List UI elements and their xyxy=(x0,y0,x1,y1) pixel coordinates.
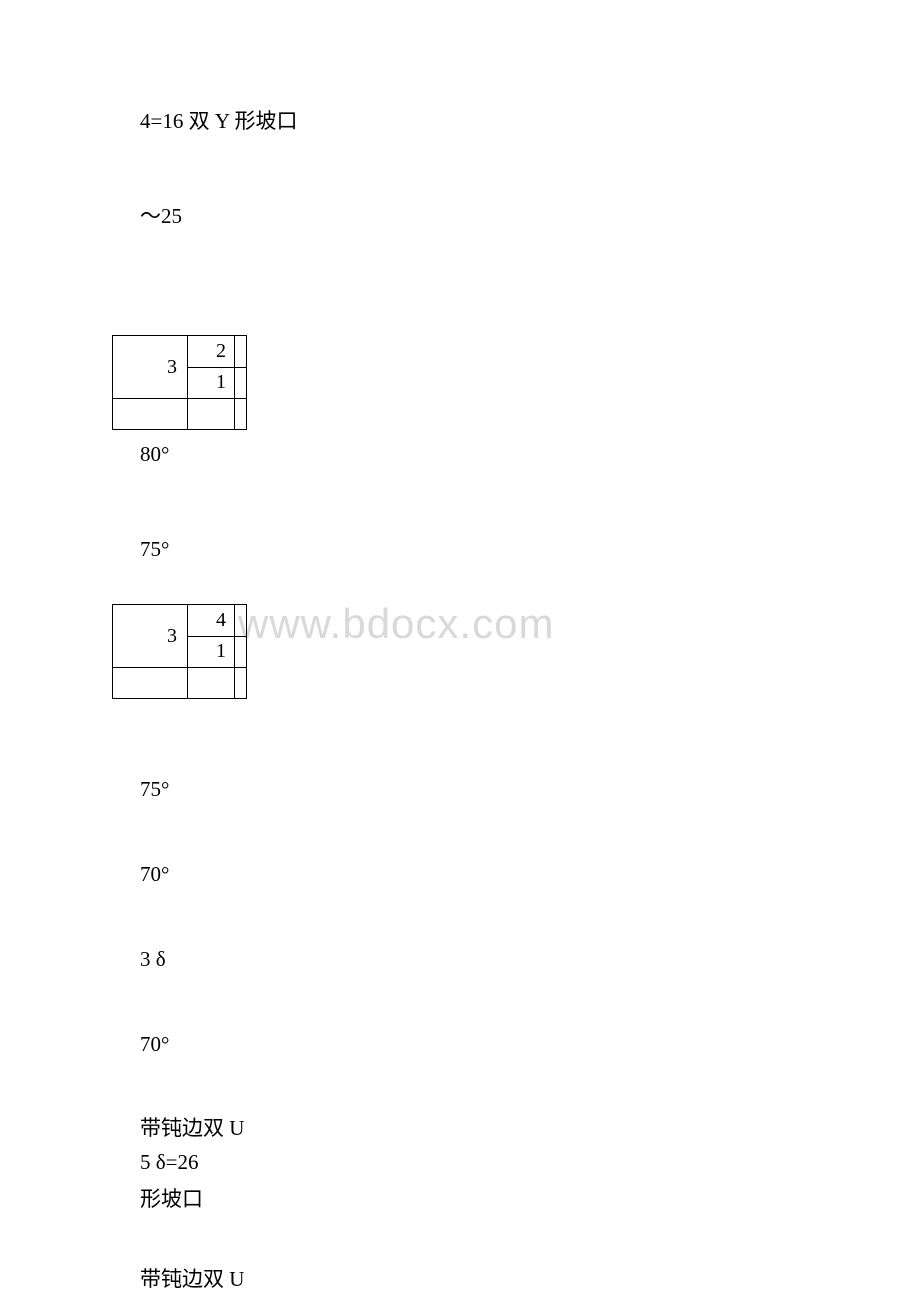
table-cell-empty xyxy=(113,668,188,699)
table-1: 3 2 1 xyxy=(112,335,247,430)
table-cell-empty xyxy=(235,399,247,430)
text-line-3delta: 3 δ xyxy=(140,947,920,972)
text-line-80: 80° xyxy=(140,442,920,467)
table-row xyxy=(113,399,247,430)
document-content: 4=16 双 Y 形坡口 ～25 3 2 1 80° 75° 3 4 1 xyxy=(140,105,920,1293)
table-cell-thin xyxy=(235,605,247,637)
text-line-1: 4=16 双 Y 形坡口 xyxy=(140,105,920,135)
table-cell-empty xyxy=(235,668,247,699)
table-cell-merged: 3 xyxy=(113,336,188,399)
table-row xyxy=(113,668,247,699)
table-cell-bottom: 1 xyxy=(188,636,235,668)
table-cell-top: 4 xyxy=(188,605,235,637)
table-cell-thin xyxy=(235,336,247,368)
text-line-u3: 形坡口 xyxy=(140,1183,920,1213)
text-line-u2: 5 δ=26 xyxy=(140,1150,920,1175)
table-cell-empty xyxy=(188,668,235,699)
table-cell-merged: 3 xyxy=(113,605,188,668)
table-cell-top: 2 xyxy=(188,336,235,368)
text-line-75b: 75° xyxy=(140,777,920,802)
table-cell-thin xyxy=(235,636,247,668)
text-line-75a: 75° xyxy=(140,537,920,562)
table-2: 3 4 1 xyxy=(112,604,247,699)
text-line-70a: 70° xyxy=(140,862,920,887)
text-line-70b: 70° xyxy=(140,1032,920,1057)
table-cell-empty xyxy=(113,399,188,430)
text-line-u1: 带钝边双 U xyxy=(140,1112,920,1142)
table-cell-thin xyxy=(235,367,247,399)
table-cell-bottom: 1 xyxy=(188,367,235,399)
table-cell-empty xyxy=(188,399,235,430)
text-line-2: ～25 xyxy=(140,200,920,230)
table-row: 3 4 xyxy=(113,605,247,637)
text-line-u4: 带钝边双 U xyxy=(140,1263,920,1293)
table-row: 3 2 xyxy=(113,336,247,368)
